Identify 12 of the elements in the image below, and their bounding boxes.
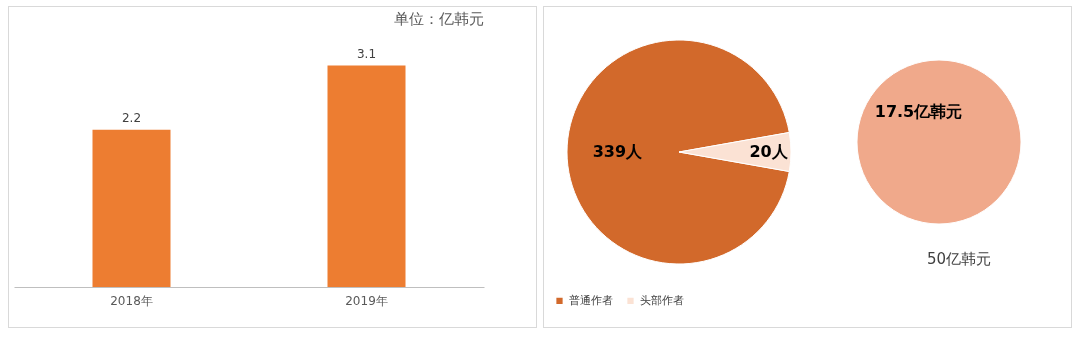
data-label: 339人 [592, 142, 644, 161]
pie-slice [566, 39, 790, 265]
data-label: 20人 [749, 142, 789, 161]
legend-label: 普通作者 [569, 293, 613, 307]
x-tick-label: 2019年 [345, 293, 388, 308]
legend-label: 头部作者 [640, 293, 684, 307]
data-label: 17.5亿韩元 [874, 102, 963, 121]
data-label: 2.2 [121, 110, 142, 125]
text: 单位：亿韩元 [394, 10, 484, 28]
x-tick-label: 2018年 [110, 293, 153, 308]
text: 50亿韩元 [926, 250, 992, 268]
data-label: 3.1 [356, 46, 377, 61]
